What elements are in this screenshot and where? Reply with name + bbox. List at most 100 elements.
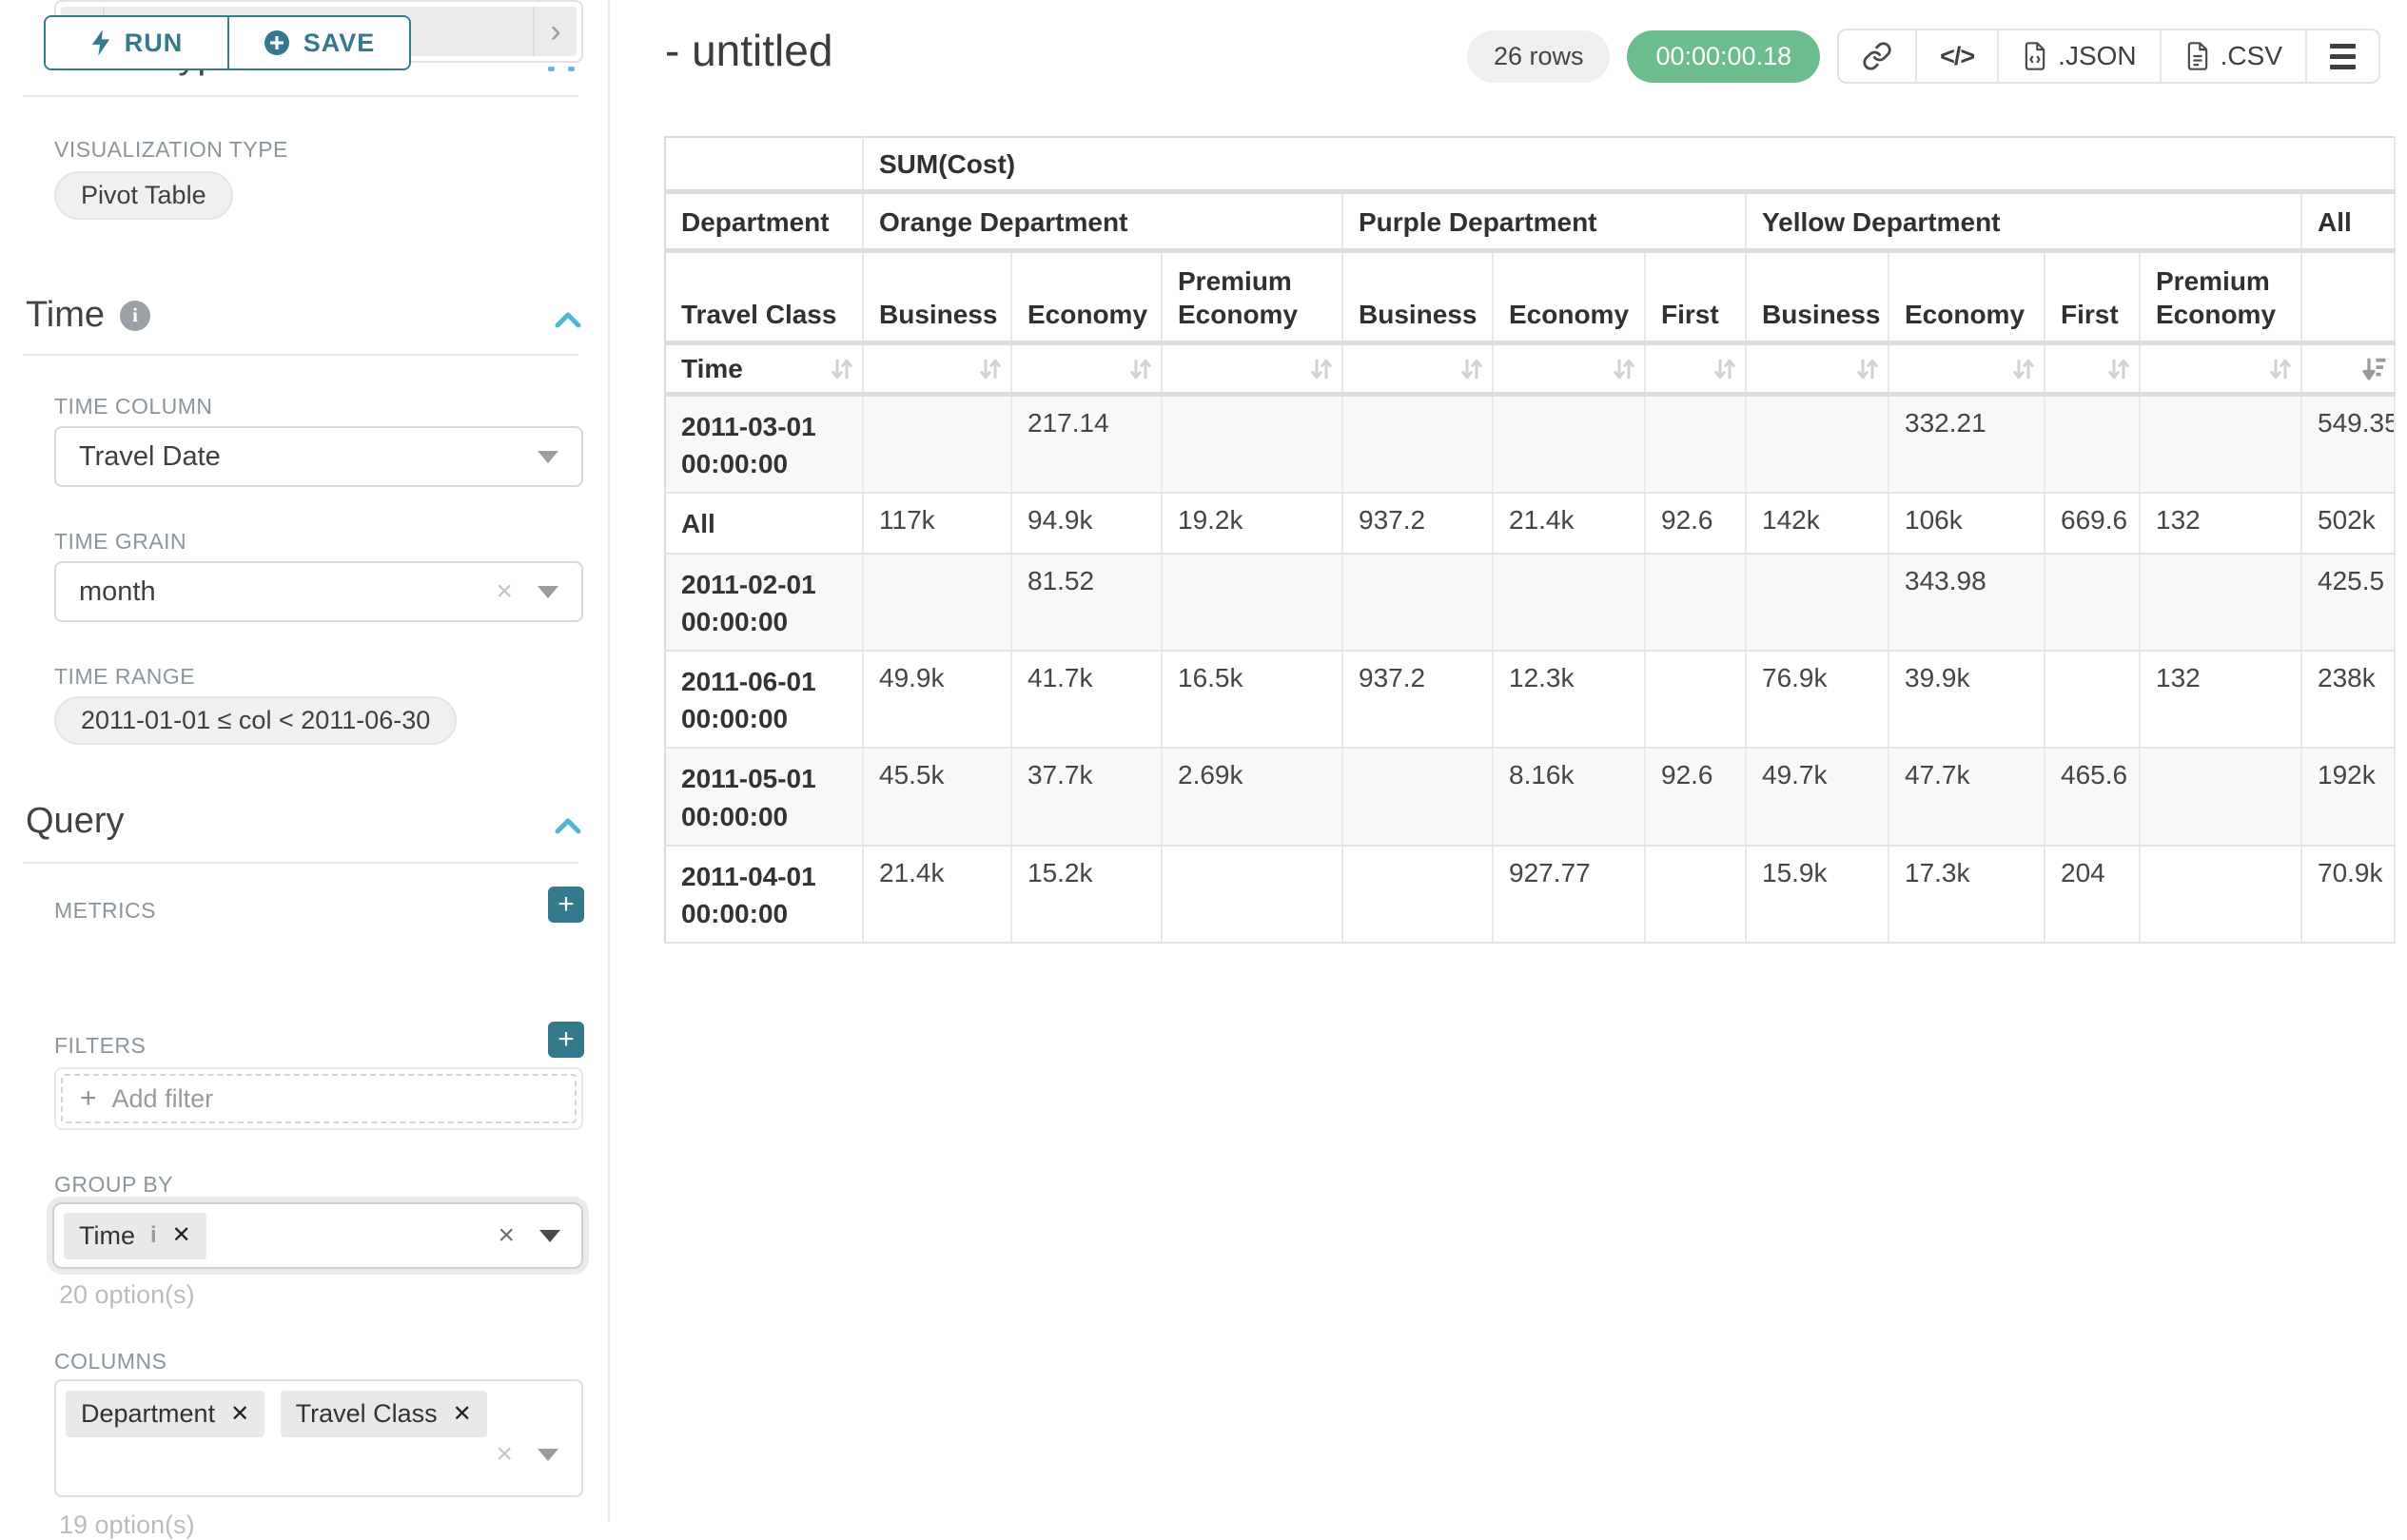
sort-descending-icon[interactable]	[2361, 355, 2386, 383]
share-link-button[interactable]	[1839, 30, 1916, 82]
remove-chip-icon[interactable]: ✕	[230, 1400, 250, 1427]
clipped-chevron-dot	[568, 67, 575, 71]
class-header: Business	[863, 250, 1012, 345]
remove-chip-icon[interactable]: ✕	[171, 1222, 191, 1248]
row-label: 2011-03-01 00:00:00	[665, 394, 864, 495]
class-header: Premium Economy	[1162, 250, 1343, 345]
time-section-header[interactable]: Time i	[26, 295, 151, 336]
export-json-button[interactable]: .JSON	[1997, 30, 2160, 82]
filters-label: FILTERS	[54, 1033, 147, 1058]
sort-icon[interactable]	[1855, 355, 1880, 383]
chevron-up-icon[interactable]	[555, 310, 581, 329]
department-header-row: Department Orange Department Purple Depa…	[665, 191, 2397, 253]
chevron-up-icon[interactable]	[555, 816, 581, 835]
clear-icon[interactable]: ×	[496, 1438, 513, 1470]
chart-title[interactable]: - untitled	[665, 26, 833, 75]
visualization-type-pill[interactable]: Pivot Table	[54, 171, 233, 220]
time-grain-label: TIME GRAIN	[54, 529, 187, 554]
metrics-label: METRICS	[54, 898, 156, 923]
clear-icon[interactable]: ×	[498, 1219, 515, 1251]
filters-control: + Add filter	[54, 1067, 583, 1130]
group-header: All	[2301, 191, 2397, 253]
query-timer-badge: 00:00:00.18	[1627, 29, 1821, 83]
table-row: 2011-06-01 00:00:00 49.9k 41.7k 16.5k 93…	[665, 650, 2397, 750]
export-button-group: </> .JSON	[1837, 29, 2380, 84]
info-icon: i	[150, 1222, 157, 1248]
table-row: 2011-05-01 00:00:00 45.5k 37.7k 2.69k 8.…	[665, 748, 2397, 847]
sort-icon[interactable]	[830, 355, 854, 383]
link-icon	[1863, 42, 1891, 70]
pivot-table-container: SUM(Cost) Department Orange Department P…	[664, 136, 2397, 945]
add-metric-button[interactable]: +	[548, 887, 584, 923]
columns-options-hint: 19 option(s)	[59, 1511, 195, 1539]
file-code-icon	[2025, 42, 2045, 70]
columns-select[interactable]: Department ✕ Travel Class ✕ ×	[54, 1379, 583, 1497]
lightning-icon	[91, 29, 109, 56]
groupby-select[interactable]: Time i ✕ ×	[52, 1202, 583, 1269]
section-divider	[23, 862, 578, 864]
sort-icon[interactable]	[978, 355, 1003, 383]
code-icon: </>	[1940, 41, 1975, 70]
row-count-badge: 26 rows	[1466, 29, 1611, 83]
clear-icon[interactable]: ×	[496, 575, 513, 607]
chevron-down-icon	[539, 1229, 560, 1242]
columns-chip-travel-class[interactable]: Travel Class ✕	[280, 1391, 487, 1437]
department-axis-label: Department	[665, 191, 864, 253]
chevron-down-icon	[538, 450, 558, 463]
time-range-label: TIME RANGE	[54, 664, 196, 689]
time-column-label: TIME COLUMN	[54, 394, 213, 419]
run-button[interactable]: RUN	[46, 17, 227, 68]
add-filter-button[interactable]: +	[548, 1022, 584, 1058]
table-row-total: All 117k 94.9k 19.2k 937.2 21.4k 92.6 14…	[665, 493, 2397, 555]
sort-icon[interactable]	[1612, 355, 1636, 383]
class-header: Business	[1342, 250, 1494, 345]
sort-icon[interactable]	[2011, 355, 2036, 383]
visualization-type-label: VISUALIZATION TYPE	[54, 137, 288, 162]
table-row: 2011-03-01 00:00:00 217.14 332.21 549.35	[665, 394, 2397, 495]
export-csv-button[interactable]: .CSV	[2159, 30, 2305, 82]
sort-icon[interactable]	[1712, 355, 1737, 383]
section-divider	[23, 354, 578, 356]
group-header: Orange Department	[863, 191, 1343, 253]
sort-icon[interactable]	[2106, 355, 2131, 383]
clipped-chevron-dot	[548, 67, 555, 71]
group-header: Purple Department	[1342, 191, 1747, 253]
time-grain-select[interactable]: month ×	[54, 561, 583, 622]
groupby-chip-time[interactable]: Time i ✕	[64, 1212, 206, 1259]
table-row: 2011-04-01 00:00:00 21.4k 15.2k 927.77 1…	[665, 845, 2397, 945]
metric-header-row: SUM(Cost)	[665, 137, 2397, 194]
groupby-options-hint: 20 option(s)	[59, 1280, 195, 1309]
info-icon: i	[120, 300, 151, 331]
control-panel: Chart Type RUN SAVE VISUALIZATION TYPE P…	[0, 0, 610, 1539]
add-filter-dropzone[interactable]: + Add filter	[61, 1074, 577, 1123]
result-toolbar: 26 rows 00:00:00.18 </>	[1466, 29, 2380, 84]
columns-label: COLUMNS	[54, 1349, 167, 1374]
groupby-label: GROUP BY	[54, 1172, 173, 1197]
chart-area: - untitled 26 rows 00:00:00.18 </>	[612, 0, 2407, 1522]
class-header: Economy	[1888, 250, 2045, 345]
row-label: 2011-05-01 00:00:00	[665, 748, 864, 847]
sort-icon[interactable]	[1459, 355, 1484, 383]
chevron-right-icon[interactable]: ›	[533, 7, 577, 56]
row-label: 2011-02-01 00:00:00	[665, 553, 864, 652]
remove-chip-icon[interactable]: ✕	[452, 1400, 472, 1427]
time-range-pill[interactable]: 2011-01-01 ≤ col < 2011-06-30	[54, 696, 458, 745]
plus-circle-icon	[264, 30, 289, 55]
menu-button[interactable]	[2305, 30, 2378, 82]
columns-chip-department[interactable]: Department ✕	[66, 1391, 265, 1437]
hamburger-icon	[2330, 43, 2356, 69]
view-query-button[interactable]: </>	[1915, 30, 1998, 82]
class-header: Business	[1746, 250, 1889, 345]
chevron-down-icon	[538, 1448, 558, 1461]
metric-header-cell: SUM(Cost)	[863, 137, 2397, 194]
time-column-select[interactable]: Travel Date	[54, 426, 583, 487]
save-button[interactable]: SAVE	[227, 17, 409, 68]
class-header: First	[1645, 250, 1747, 345]
sort-icon[interactable]	[1128, 355, 1153, 383]
sort-icon[interactable]	[2268, 355, 2293, 383]
sort-header-row: Time	[665, 342, 2397, 397]
corner-cell	[665, 137, 864, 194]
sort-icon[interactable]	[1309, 355, 1334, 383]
query-section-header[interactable]: Query	[26, 801, 125, 841]
travel-class-axis-label: Travel Class	[665, 250, 864, 345]
